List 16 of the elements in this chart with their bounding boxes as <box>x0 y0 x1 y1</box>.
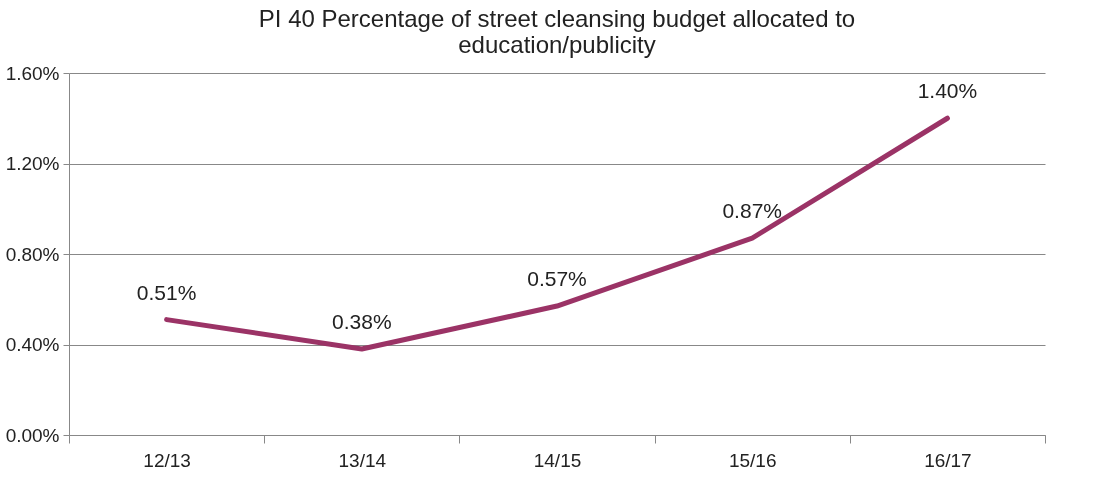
chart-title: PI 40 Percentage of street cleansing budget allocated to education/publicity <box>258 5 856 58</box>
data-label: 1.40% <box>917 79 978 103</box>
x-tick-label: 13/14 <box>338 449 387 471</box>
x-tick-label: 12/13 <box>143 449 191 471</box>
y-tick-label: 1.60% <box>5 62 60 84</box>
y-tick-label: 0.80% <box>5 243 60 265</box>
x-tick-label: 16/17 <box>924 449 972 471</box>
y-tick-label: 0.40% <box>5 334 60 355</box>
y-tick-label: 0.00% <box>5 424 60 446</box>
data-label: 0.51% <box>136 280 197 304</box>
x-tick-label: 14/15 <box>533 449 582 471</box>
y-tick-label: 1.20% <box>5 153 60 174</box>
data-label: 0.57% <box>527 267 587 291</box>
x-tick-label: 15/16 <box>728 449 777 471</box>
data-label: 0.87% <box>722 199 782 223</box>
data-label: 0.38% <box>332 310 392 334</box>
